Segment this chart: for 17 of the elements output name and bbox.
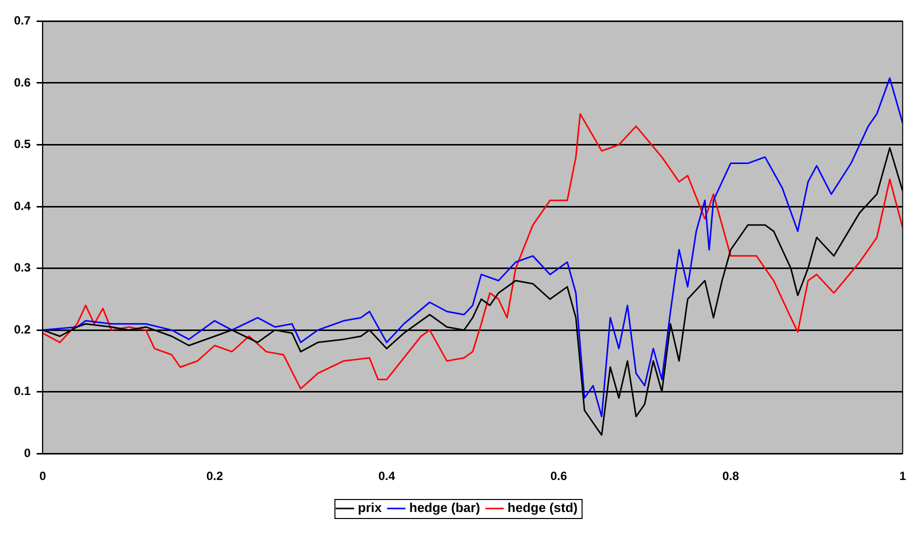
legend-label: prix [358,500,383,516]
x-tick-label: 0.4 [378,469,396,484]
y-tick-label: 0.7 [14,14,31,28]
y-tick-label: 0.6 [14,75,31,90]
y-tick-label: 0.2 [14,322,31,336]
x-tick-label: 0 [39,469,46,484]
legend-label: hedge (bar) [409,500,480,516]
y-tick-label: 0.1 [14,384,31,398]
x-tick-label: 0.6 [550,469,568,484]
y-tick-label: 0.4 [14,198,31,213]
y-tick-label: 0 [24,446,31,460]
legend-label: hedge (std) [508,500,578,516]
x-tick-label: 1 [899,469,906,484]
y-tick-label: 0.5 [14,137,31,152]
x-tick-label: 0.8 [722,469,740,484]
x-tick-label: 0.2 [206,469,224,484]
y-tick-label: 0.3 [14,260,31,275]
